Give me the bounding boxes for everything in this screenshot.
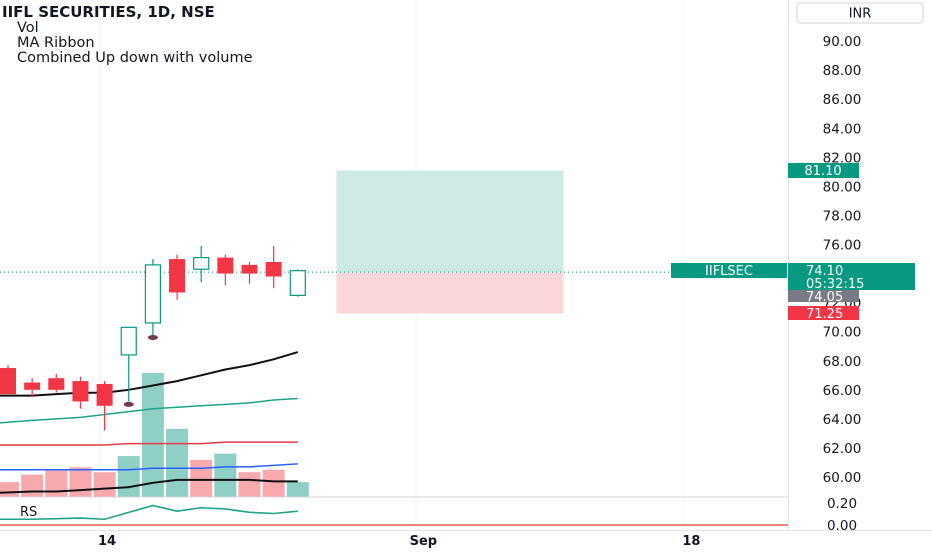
price-tick: 76.00 [823, 238, 862, 254]
candle[interactable] [290, 269, 305, 297]
volume-bar [142, 373, 164, 497]
stop-price-badge: 71.25 [788, 306, 859, 322]
volume-bar [263, 470, 285, 497]
price-tick: 78.00 [823, 208, 862, 224]
time-label: Sep [410, 534, 438, 549]
volume-bar [239, 472, 261, 497]
volume-bar [94, 472, 116, 497]
volume-bar [214, 454, 236, 497]
price-tick: 68.00 [823, 354, 862, 370]
stop-zone[interactable] [336, 272, 563, 313]
svg-text:74.05: 74.05 [806, 290, 843, 305]
legend-item-ma-ribbon[interactable]: MA Ribbon [17, 35, 95, 51]
volume-bar [190, 460, 212, 497]
legend-title: IIFL SECURITIES, 1D, NSE [2, 3, 215, 21]
legend-item-vol[interactable]: Vol [17, 20, 39, 36]
price-tick: 88.00 [823, 63, 862, 79]
price-tick: 60.00 [823, 470, 862, 486]
long-position-tool[interactable] [336, 170, 563, 313]
price-tick: 86.00 [823, 92, 862, 108]
price-tick: 62.00 [823, 441, 862, 457]
volume-bar [287, 482, 309, 497]
rs-tick-0-20: 0.20 [827, 496, 857, 512]
price-tick: 66.00 [823, 383, 862, 399]
symbol-badge[interactable]: IIFLSEC [671, 263, 787, 279]
time-label: 14 [98, 534, 116, 549]
volume-bar [166, 429, 188, 497]
volume-bar [69, 467, 91, 497]
price-tick: 64.00 [823, 412, 862, 428]
price-tick: 80.00 [823, 179, 862, 195]
price-tick: 84.00 [823, 121, 862, 137]
time-axis[interactable]: 14 Sep 18 [0, 531, 932, 551]
volume-bar [45, 470, 67, 497]
time-label: 18 [682, 534, 700, 549]
price-tick: 90.00 [823, 34, 862, 50]
signal-marker [124, 402, 134, 407]
last-price-badge: 74.10 05:32:15 [788, 263, 915, 292]
svg-text:71.25: 71.25 [806, 307, 843, 322]
svg-text:IIFLSEC: IIFLSEC [705, 264, 753, 279]
volume-bar [118, 456, 140, 497]
volume-bar [21, 475, 43, 497]
price-tick: 70.00 [823, 325, 862, 341]
rs-pane-label: RS [20, 505, 37, 520]
target-zone[interactable] [336, 170, 563, 272]
currency-label[interactable]: INR [849, 7, 872, 22]
volume-bar [0, 482, 19, 497]
candle[interactable] [0, 365, 16, 394]
target-price-badge: 81.10 [788, 163, 859, 179]
svg-text:81.10: 81.10 [804, 164, 841, 179]
signal-marker [148, 335, 158, 340]
legend-item-updown-volume[interactable]: Combined Up down with volume [17, 50, 253, 66]
